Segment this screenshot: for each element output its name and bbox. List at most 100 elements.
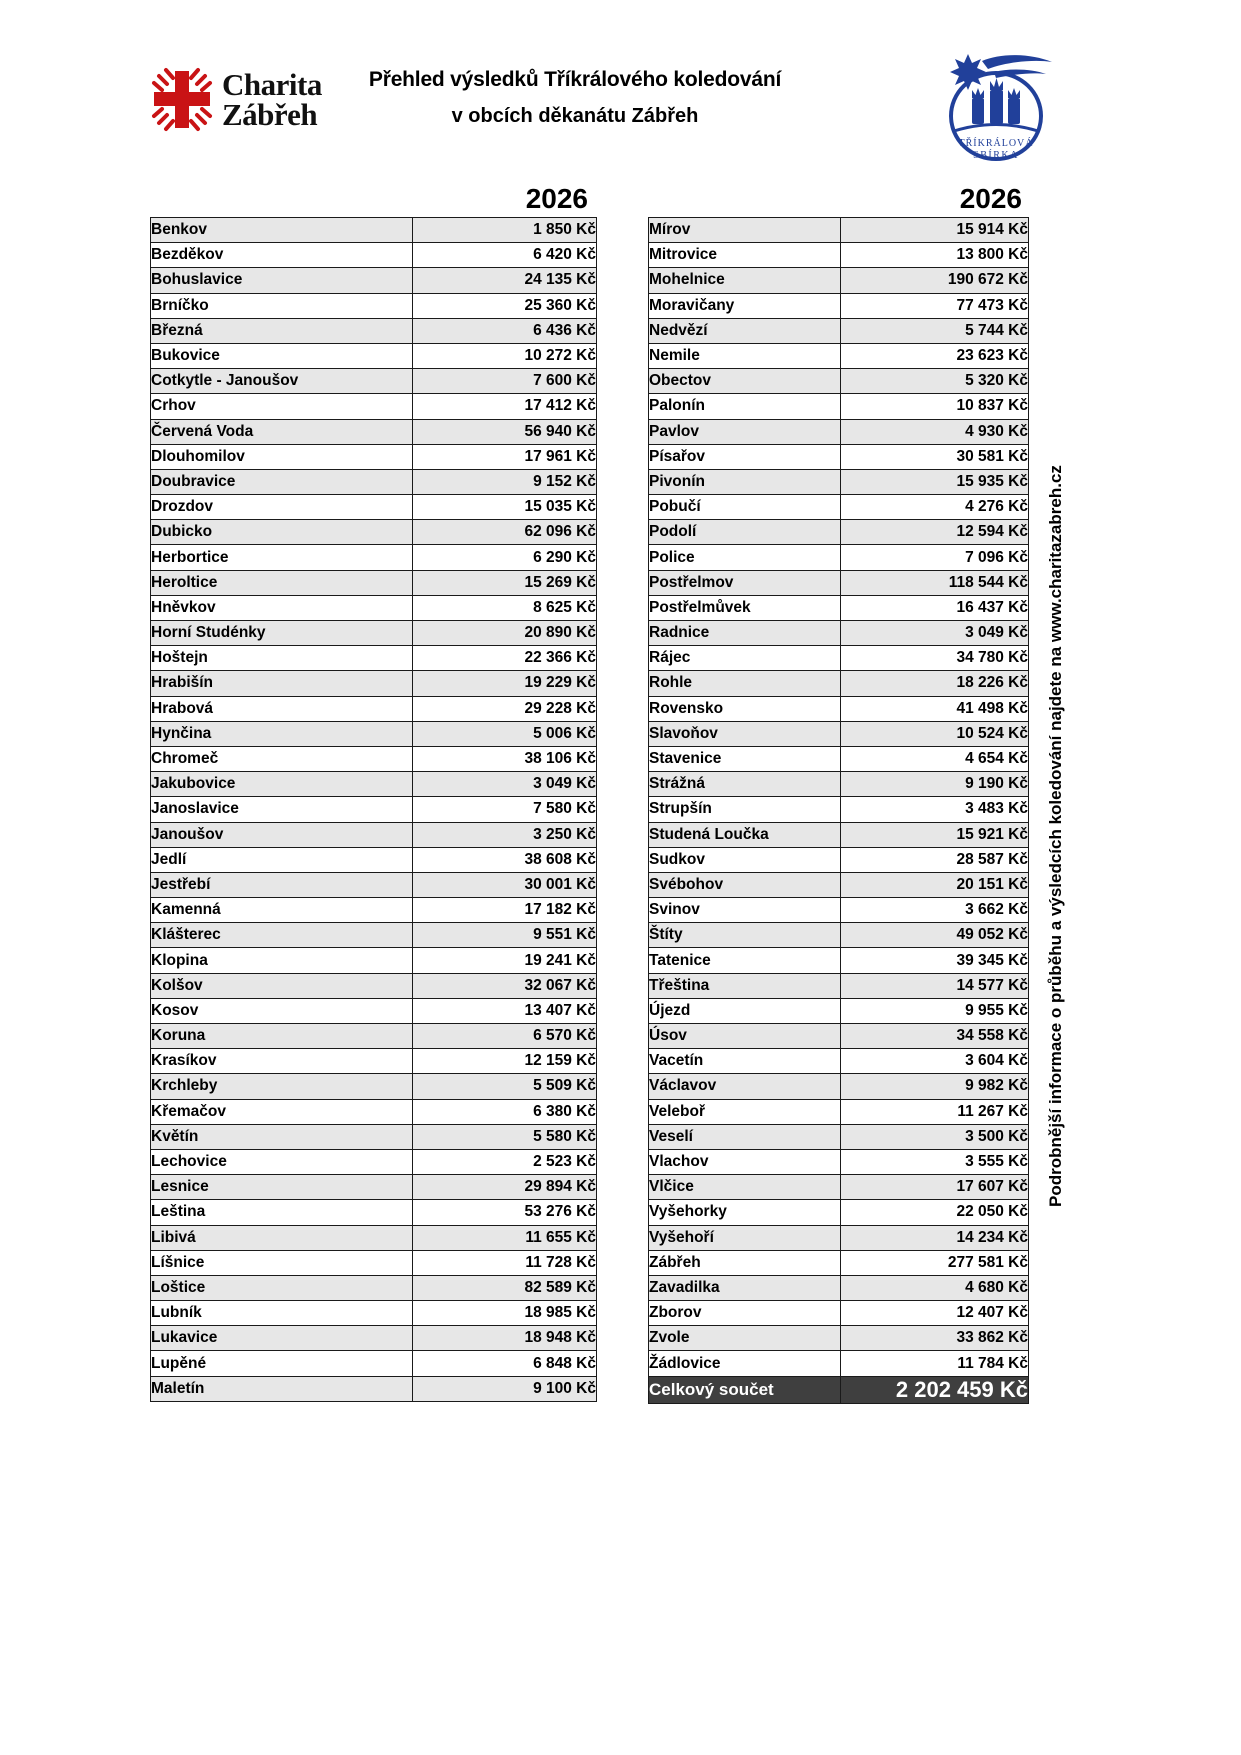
amount-value: 19 241 Kč: [412, 947, 597, 974]
table-row: Újezd 9 955 Kč: [648, 997, 1029, 1025]
municipality-name: Jedlí: [150, 846, 413, 873]
municipality-name: Hynčina: [150, 720, 413, 747]
municipality-name: Křemačov: [150, 1098, 413, 1125]
amount-value: 28 587 Kč: [840, 846, 1029, 873]
municipality-name: Strupšín: [648, 796, 841, 823]
table-row: Strážná 9 190 Kč: [648, 771, 1029, 798]
municipality-name: Mírov: [648, 216, 841, 244]
municipality-name: Obectov: [648, 368, 841, 395]
amount-value: 29 894 Kč: [412, 1174, 597, 1201]
table-row: Václavov 9 982 Kč: [648, 1073, 1029, 1100]
table-row: Palonín 10 837 Kč: [648, 393, 1029, 420]
table-row: Tatenice 39 345 Kč: [648, 947, 1029, 974]
table-row: Postřelmov 118 544 Kč: [648, 569, 1029, 596]
table-row: Rohle 18 226 Kč: [648, 670, 1029, 697]
municipality-name: Nedvězí: [648, 317, 841, 344]
municipality-name: Újezd: [648, 997, 841, 1025]
table-row: Zvole 33 862 Kč: [648, 1325, 1029, 1352]
municipality-name: Rohle: [648, 670, 841, 697]
table-row: Stavenice 4 654 Kč: [648, 745, 1029, 773]
table-row: Moravičany 77 473 Kč: [648, 292, 1029, 319]
amount-value: 9 100 Kč: [412, 1375, 597, 1402]
municipality-name: Žádlovice: [648, 1350, 841, 1377]
table-row: Mohelnice 190 672 Kč: [648, 267, 1029, 294]
side-note-vertical-text: Podrobnější informace o průběhu a výsled…: [1046, 465, 1065, 1207]
amount-value: 22 366 Kč: [412, 645, 597, 672]
amount-value: 11 728 Kč: [412, 1249, 597, 1276]
charita-wordmark: Charita Zábřeh: [222, 68, 322, 131]
amount-value: 10 524 Kč: [840, 720, 1029, 747]
table-row: Zavadilka 4 680 Kč: [648, 1274, 1029, 1302]
results-table-right: Mírov 15 914 Kč Mitrovice 13 800 Kč Mohelnic…: [648, 216, 1029, 1404]
table-row: Crhov 17 412 Kč: [150, 393, 597, 420]
municipality-name: Dlouhomilov: [150, 443, 413, 470]
municipality-name: Líšnice: [150, 1249, 413, 1276]
municipality-name: Heroltice: [150, 569, 413, 596]
amount-value: 7 096 Kč: [840, 544, 1029, 571]
amount-value: 7 580 Kč: [412, 796, 597, 823]
amount-value: 6 290 Kč: [412, 544, 597, 571]
municipality-name: Police: [648, 544, 841, 571]
amount-value: 15 035 Kč: [412, 494, 597, 521]
table-row: Lesnice 29 894 Kč: [150, 1174, 597, 1201]
table-row: Vacetín 3 604 Kč: [648, 1048, 1029, 1075]
municipality-name: Veselí: [648, 1123, 841, 1150]
municipality-name: Jakubovice: [150, 771, 413, 798]
amount-value: 9 551 Kč: [412, 922, 597, 949]
table-row: Veleboř 11 267 Kč: [648, 1098, 1029, 1125]
municipality-name: Rájec: [648, 645, 841, 672]
municipality-name: Chromeč: [150, 745, 413, 773]
results-table-left: Benkov 1 850 Kč Bezděkov 6 420 Kč Bohuslavic…: [150, 216, 597, 1402]
municipality-name: Zborov: [648, 1300, 841, 1327]
amount-value: 17 182 Kč: [412, 897, 597, 924]
table-row: Jedlí 38 608 Kč: [150, 846, 597, 873]
amount-value: 5 744 Kč: [840, 317, 1029, 344]
amount-value: 30 581 Kč: [840, 443, 1029, 470]
municipality-name: Václavov: [648, 1073, 841, 1100]
municipality-name: Březná: [150, 317, 413, 344]
table-row: Pavlov 4 930 Kč: [648, 418, 1029, 445]
amount-value: 19 229 Kč: [412, 670, 597, 697]
tks-logo-text-line1: TŘÍKRÁLOVÁ: [959, 137, 1034, 149]
total-row: Celkový součet 2 202 459 Kč: [648, 1375, 1029, 1404]
page-title-line1: Přehled výsledků Tříkrálového koledování: [368, 68, 782, 91]
table-row: Lupěné 6 848 Kč: [150, 1350, 597, 1377]
amount-value: 15 921 Kč: [840, 821, 1029, 848]
municipality-name: Kosov: [150, 997, 413, 1025]
municipality-name: Hrabišín: [150, 670, 413, 697]
table-row: Postřelmůvek 16 437 Kč: [648, 594, 1029, 622]
charita-zabreh-logo: Charita Zábřeh: [150, 66, 322, 134]
table-row: Horní Studénky 20 890 Kč: [150, 619, 597, 647]
table-row: Hynčina 5 006 Kč: [150, 720, 597, 747]
municipality-name: Jestřebí: [150, 871, 413, 899]
table-row: Nedvězí 5 744 Kč: [648, 317, 1029, 344]
municipality-name: Koruna: [150, 1022, 413, 1050]
table-row: Chromeč 38 106 Kč: [150, 745, 597, 773]
caritas-cross-icon: [152, 68, 212, 131]
table-row: Hněvkov 8 625 Kč: [150, 594, 597, 622]
trikralova-sbirka-logo: TŘÍKRÁLOVÁ SBÍRKA: [938, 48, 1058, 168]
municipality-name: Krasíkov: [150, 1048, 413, 1075]
municipality-name: Hoštejn: [150, 645, 413, 672]
amount-value: 10 272 Kč: [412, 342, 597, 370]
amount-value: 6 436 Kč: [412, 317, 597, 344]
table-row: Hoštejn 22 366 Kč: [150, 645, 597, 672]
amount-value: 6 420 Kč: [412, 242, 597, 269]
amount-value: 18 226 Kč: [840, 670, 1029, 697]
amount-value: 6 570 Kč: [412, 1022, 597, 1050]
municipality-name: Tatenice: [648, 947, 841, 974]
municipality-name: Radnice: [648, 619, 841, 647]
table-row: Vyšehorky 22 050 Kč: [648, 1199, 1029, 1226]
municipality-name: Zavadilka: [648, 1274, 841, 1302]
amount-value: 1 850 Kč: [412, 216, 597, 244]
amount-value: 9 152 Kč: [412, 468, 597, 496]
table-row: Bezděkov 6 420 Kč: [150, 242, 597, 269]
municipality-name: Loštice: [150, 1274, 413, 1302]
table-row: Jestřebí 30 001 Kč: [150, 871, 597, 899]
table-row: Hrabová 29 228 Kč: [150, 695, 597, 722]
table-row: Koruna 6 570 Kč: [150, 1022, 597, 1050]
amount-value: 2 523 Kč: [412, 1148, 597, 1176]
table-row: Loštice 82 589 Kč: [150, 1274, 597, 1302]
table-row: Kolšov 32 067 Kč: [150, 972, 597, 999]
table-row: Rovensko 41 498 Kč: [648, 695, 1029, 722]
